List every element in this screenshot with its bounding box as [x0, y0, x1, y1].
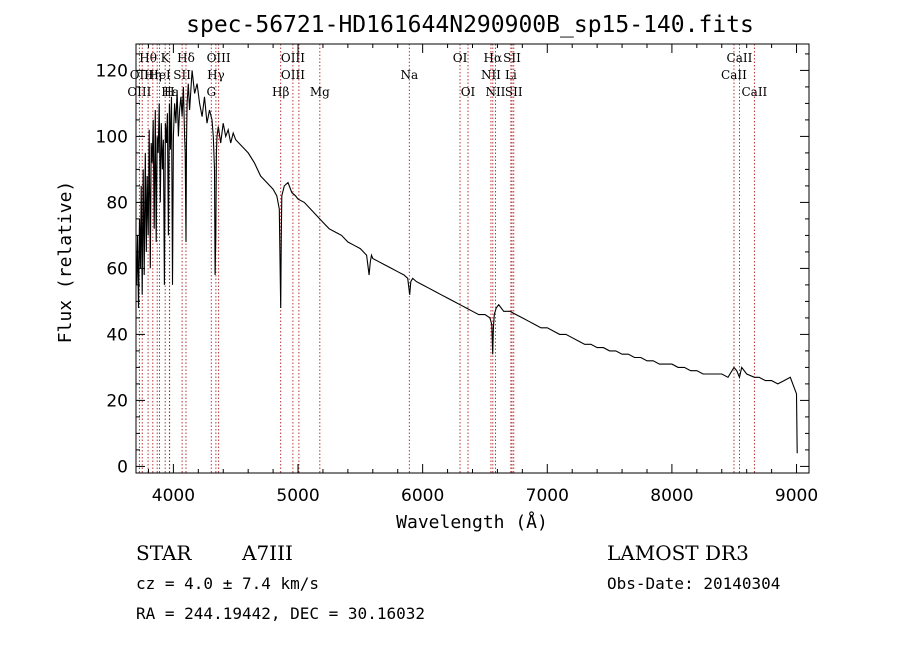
line-label-21: H — [164, 85, 174, 99]
line-label-13: Hγ — [207, 68, 225, 82]
y-tick-label-2: 40 — [106, 325, 128, 345]
x-axis-label: Wavelength (Å) — [396, 511, 548, 533]
y-tick-label-4: 80 — [106, 193, 128, 213]
y-tick-label-5: 100 — [96, 127, 128, 147]
line-label-18: CaII — [721, 68, 747, 82]
x-tick-label-3: 7000 — [526, 486, 569, 506]
line-label-5: OI — [453, 51, 468, 65]
y-tick-label-0: 0 — [117, 457, 128, 477]
line-label-16: NII — [481, 68, 501, 82]
line-label-17: Li — [505, 68, 517, 82]
y-tick-label-3: 60 — [106, 259, 128, 279]
y-tick-label-1: 20 — [106, 391, 128, 411]
line-label-19: OIII — [127, 85, 151, 99]
line-label-23: Hβ — [272, 85, 289, 99]
line-label-9: OII — [130, 68, 150, 82]
x-axis-ticks: 4000 5000 6000 7000 8000 9000 — [147, 44, 818, 506]
x-tick-label-1: 5000 — [276, 486, 319, 506]
line-label-2: Hδ — [177, 51, 195, 65]
line-label-6: Hα — [484, 51, 503, 65]
x-tick-label-4: 8000 — [650, 486, 693, 506]
line-label-15: Na — [400, 68, 418, 82]
line-label-1: K — [161, 51, 171, 65]
y-axis-label: Flux (relative) — [55, 181, 76, 344]
line-label-28: CaII — [741, 85, 767, 99]
line-label-22: G — [206, 85, 216, 99]
line-label-27: SII — [505, 85, 523, 99]
line-label-11: HeI — [148, 68, 171, 82]
object-subclass: A7III — [241, 541, 293, 565]
line-label-7: SII — [503, 51, 521, 65]
line-label-0: Hθ — [139, 51, 157, 65]
y-tick-label-6: 120 — [96, 61, 128, 81]
obs-date-text: Obs-Date: 20140304 — [607, 574, 780, 593]
line-label-3: OIII — [207, 51, 231, 65]
coordinates-text: RA = 244.19442, DEC = 30.16032 — [136, 604, 425, 623]
chart-title: spec-56721-HD161644N290900B_sp15-140.fit… — [186, 12, 754, 38]
y-axis-ticks: 0 20 40 60 80 100 120 — [96, 53, 809, 477]
line-label-20: Hε — [161, 85, 178, 99]
spectral-line-markers — [138, 44, 755, 473]
x-tick-label-0: 4000 — [152, 486, 195, 506]
object-class: STAR — [136, 541, 192, 565]
line-label-25: OI — [461, 85, 476, 99]
line-label-24: Mg — [310, 85, 330, 99]
x-tick-label-5: 9000 — [775, 486, 818, 506]
survey-name: LAMOST DR3 — [607, 541, 749, 565]
line-label-10: Hη — [144, 68, 162, 82]
line-label-8: CaII — [727, 51, 753, 65]
flux-series-line — [135, 70, 798, 454]
line-label-4: OIII — [281, 51, 305, 65]
plot-frame — [135, 43, 810, 474]
line-label-14: OIII — [281, 68, 305, 82]
x-tick-label-2: 6000 — [401, 486, 444, 506]
redshift-text: cz = 4.0 ± 7.4 km/s — [136, 574, 319, 593]
line-label-26: NII — [485, 85, 505, 99]
line-label-12: SII — [173, 68, 191, 82]
